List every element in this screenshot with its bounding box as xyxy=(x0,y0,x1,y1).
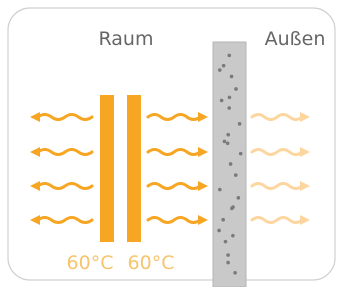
dot xyxy=(237,196,241,200)
dot xyxy=(218,188,222,192)
dot xyxy=(238,122,242,126)
dot xyxy=(239,152,243,156)
dot xyxy=(223,140,227,144)
dot xyxy=(226,261,230,265)
dot xyxy=(227,54,231,58)
heat-diagram: Raum Außen 60°C 60°C xyxy=(0,0,343,287)
page: Raum Außen 60°C 60°C (() => { const data… xyxy=(0,0,343,287)
dot xyxy=(231,234,235,238)
dot xyxy=(230,75,234,79)
inside-label: Raum xyxy=(99,28,154,50)
dot xyxy=(226,253,230,257)
dot xyxy=(234,173,238,177)
dot xyxy=(229,162,233,166)
radiator-panel xyxy=(100,95,114,242)
radiator-panel xyxy=(127,95,141,242)
dot xyxy=(222,64,226,68)
dot xyxy=(218,68,222,72)
dot xyxy=(220,99,224,103)
dot xyxy=(226,133,230,137)
dot xyxy=(228,96,232,100)
dot xyxy=(233,271,237,275)
dot xyxy=(224,240,228,244)
dot xyxy=(217,229,221,233)
dot xyxy=(226,142,230,146)
dot xyxy=(221,218,225,222)
dot xyxy=(231,205,235,209)
dot xyxy=(227,106,231,110)
temperature-label: 60°C xyxy=(67,252,114,274)
outside-label: Außen xyxy=(265,28,326,50)
temperature-label: 60°C xyxy=(128,252,175,274)
dot xyxy=(234,87,238,91)
